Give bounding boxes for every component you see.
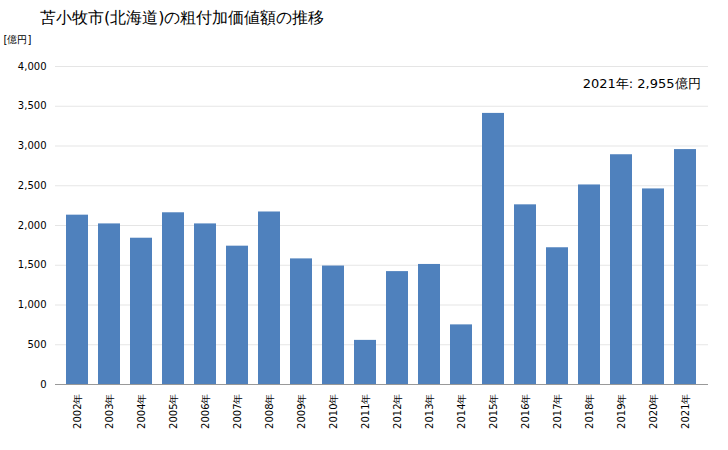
svg-text:2002年: 2002年 <box>72 394 83 429</box>
svg-text:2004年: 2004年 <box>136 394 147 429</box>
svg-text:2007年: 2007年 <box>232 394 243 429</box>
svg-text:2011年: 2011年 <box>360 394 371 429</box>
svg-text:2,000: 2,000 <box>18 220 47 231</box>
svg-text:3,500: 3,500 <box>18 100 47 111</box>
html-text:苫小牧市(北海道)の粗付加価値額の推移: 苫小牧市(北海道)の粗付加価値額の推移 <box>40 8 325 27</box>
svg-text:1,500: 1,500 <box>18 259 47 270</box>
svg-text:1,000: 1,000 <box>18 299 47 310</box>
svg-text:2021年: 2021年 <box>680 394 691 429</box>
svg-text:2018年: 2018年 <box>584 394 595 429</box>
svg-text:[億円]: [億円] <box>4 34 32 45</box>
svg-text:2016年: 2016年 <box>520 394 531 429</box>
svg-text:2003年: 2003年 <box>104 394 115 429</box>
svg-text:2017年: 2017年 <box>552 394 563 429</box>
svg-text:2014年: 2014年 <box>456 394 467 429</box>
svg-text:2009年: 2009年 <box>296 394 307 429</box>
svg-text:2020年: 2020年 <box>648 394 659 429</box>
svg-text:0: 0 <box>40 379 46 390</box>
svg-text:4,000: 4,000 <box>18 61 47 72</box>
svg-text:2010年: 2010年 <box>328 394 339 429</box>
svg-text:500: 500 <box>27 339 46 350</box>
svg-text:3,000: 3,000 <box>18 140 47 151</box>
svg-text:2005年: 2005年 <box>168 394 179 429</box>
svg-text:2008年: 2008年 <box>264 394 275 429</box>
svg-text:2019年: 2019年 <box>616 394 627 429</box>
svg-text:2006年: 2006年 <box>200 394 211 429</box>
svg-text:2015年: 2015年 <box>488 394 499 429</box>
svg-text:2021年: 2,955億円: 2021年: 2,955億円 <box>583 76 701 91</box>
svg-text:2013年: 2013年 <box>424 394 435 429</box>
svg-text:2012年: 2012年 <box>392 394 403 429</box>
svg-text:2,500: 2,500 <box>18 180 47 191</box>
